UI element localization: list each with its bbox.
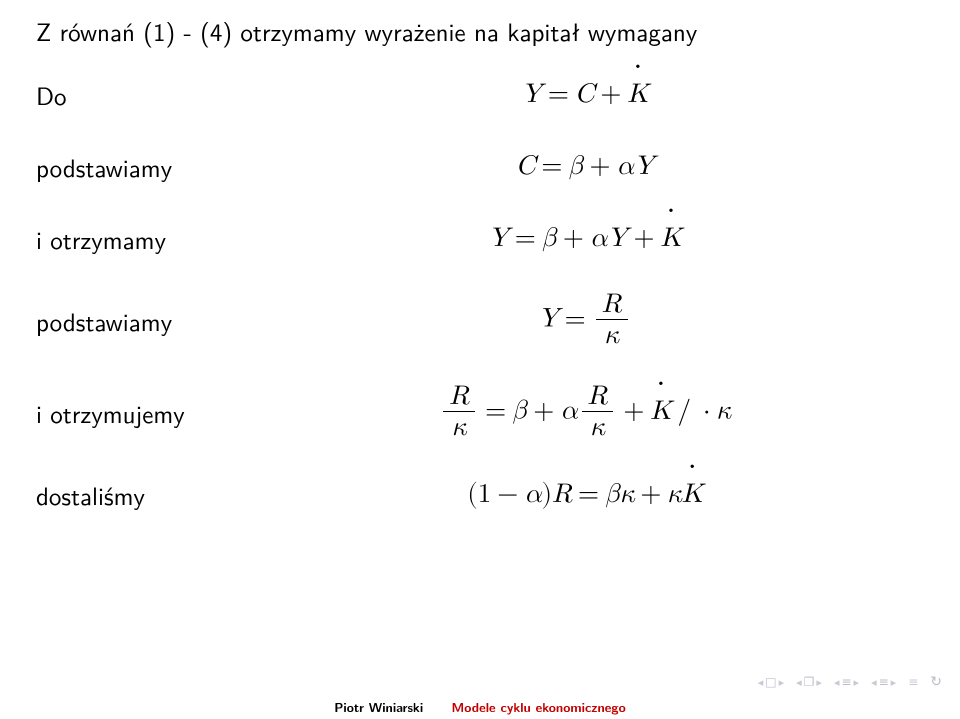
nav-next-icon-2: ▸ [816, 676, 822, 689]
eq-2: C=β+αY [516, 151, 654, 183]
step-6-label: dostaliśmy [36, 476, 246, 513]
eq-5: Rκ=β+αRκ+K/·κ [439, 383, 731, 443]
nav-prev-icon-4: ◂ [871, 676, 877, 689]
nav-frame-icon: □ [765, 675, 776, 689]
step-5: i otrzymujemy Rκ=β+αRκ+K/·κ [36, 372, 924, 454]
nav-next-icon-4: ▸ [891, 676, 897, 689]
nav-prev-icon: ◂ [758, 676, 764, 689]
nav-section-2[interactable]: ◂ ≡ ▸ [871, 675, 896, 689]
step-4: podstawiamy Y=Rκ [36, 280, 924, 362]
footer: Piotr Winiarski Modele cyklu ekonomiczne… [0, 695, 960, 719]
step-3-label: i otrzymamy [36, 220, 246, 257]
eq-6: (1−α)R=βκ+κK [467, 479, 702, 511]
content-area: Z równań (1) - (4) otrzymamy wyrażenie n… [36, 14, 924, 526]
intro-sentence: Z równań (1) - (4) otrzymamy wyrażenie n… [36, 14, 924, 48]
step-5-eq-col: Rκ=β+αRκ+K/·κ [246, 383, 924, 443]
footer-author: Piotr Winiarski [334, 697, 423, 716]
nav-bars-icon-2: ≡ [879, 675, 889, 689]
step-2-label: podstawiamy [36, 148, 246, 185]
nav-next-icon-3: ▸ [854, 676, 860, 689]
nav-symbols: ◂ □ ▸ ◂ ❐ ▸ ◂ ≡ ▸ ◂ ≡ ▸ ≡ ↻ [758, 671, 942, 693]
step-5-label: i otrzymujemy [36, 394, 246, 431]
step-1-label: Do [36, 76, 246, 113]
step-4-eq-col: Y=Rκ [246, 291, 924, 351]
eq-3: Y=β+αY+K [489, 223, 682, 255]
nav-prev-icon-2: ◂ [796, 676, 802, 689]
step-6: dostaliśmy (1−α)R=βκ+κK [36, 464, 924, 526]
slide: Z równań (1) - (4) otrzymamy wyrażenie n… [0, 0, 960, 719]
step-2: podstawiamy C=β+αY [36, 136, 924, 198]
eq-1: Y=C+K [522, 79, 649, 111]
nav-prev-icon-3: ◂ [834, 676, 840, 689]
nav-next-icon: ▸ [779, 676, 785, 689]
nav-doc-icon: ❐ [804, 675, 815, 689]
nav-loop-icon[interactable]: ↻ [930, 674, 942, 690]
eq-4: Y=Rκ [538, 291, 631, 351]
step-1-eq-col: Y=C+K [246, 79, 924, 111]
step-2-eq-col: C=β+αY [246, 151, 924, 183]
nav-bars-icon: ≡ [841, 675, 851, 689]
step-1: Do Y=C+K [36, 64, 924, 126]
step-6-eq-col: (1−α)R=βκ+κK [246, 479, 924, 511]
nav-bars-icon-3[interactable]: ≡ [908, 675, 918, 689]
step-4-label: podstawiamy [36, 302, 246, 339]
footer-title: Modele cyklu ekonomicznego [452, 697, 626, 716]
step-3-eq-col: Y=β+αY+K [246, 223, 924, 255]
footer-center: Piotr Winiarski Modele cyklu ekonomiczne… [334, 697, 625, 717]
nav-frame-back-forward[interactable]: ◂ □ ▸ [758, 675, 784, 689]
step-3: i otrzymamy Y=β+αY+K [36, 208, 924, 270]
nav-subsection[interactable]: ◂ ❐ ▸ [796, 675, 822, 689]
nav-section[interactable]: ◂ ≡ ▸ [834, 675, 859, 689]
